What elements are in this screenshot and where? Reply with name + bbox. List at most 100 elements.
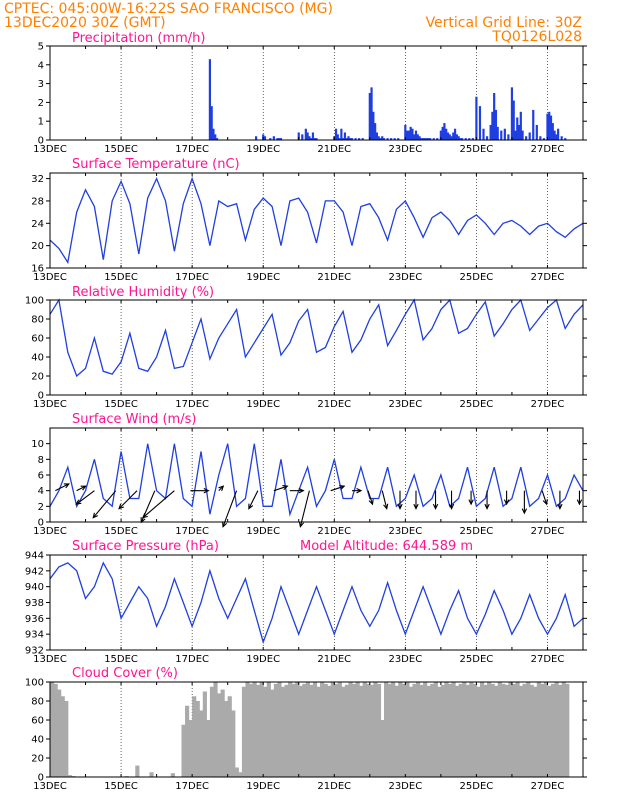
- precip-bar: [413, 134, 416, 140]
- y-tick-label: 2: [38, 502, 44, 513]
- x-tick-label: 23DEC: [388, 526, 422, 537]
- cloud-bar: [185, 705, 190, 777]
- cloud-bar: [280, 686, 286, 777]
- precip-bar: [208, 59, 211, 140]
- y-tick-label: 8: [38, 455, 44, 466]
- cloud-bar: [447, 683, 453, 777]
- x-tick-label: 15DEC: [104, 144, 138, 155]
- cloud-bar: [423, 682, 428, 777]
- wind-arrow: [330, 484, 346, 492]
- y-tick-label: 1: [38, 117, 44, 128]
- precip-bar: [475, 96, 478, 140]
- cloud-bar: [355, 682, 360, 777]
- precip-bar: [308, 136, 311, 140]
- precip-bar: [425, 138, 428, 140]
- precip-bar: [418, 136, 421, 140]
- y-tick-label: 0: [38, 136, 44, 147]
- precip-bar: [528, 132, 531, 140]
- y-tick-label: 944: [25, 551, 44, 562]
- cloud-bar: [57, 689, 62, 777]
- precip-bar: [381, 136, 384, 140]
- rh-series-line: [49, 298, 584, 378]
- x-tick-label: 19DEC: [246, 781, 280, 792]
- x-tick-label: 27DEC: [531, 526, 565, 537]
- panel-rh: 0 20 40 60 80 100 13DEC 15DEC 17DEC 19DEC 21DEC 23D…: [25, 296, 587, 410]
- wind-arrow: [432, 490, 439, 510]
- y-tick-label: 60: [31, 334, 44, 345]
- precip-bar: [393, 138, 396, 140]
- precip-bar: [336, 134, 339, 140]
- y-tick-label: 5: [38, 42, 44, 53]
- cloud-bar: [334, 683, 339, 777]
- precip-bar: [279, 138, 283, 140]
- precip-bar: [313, 138, 316, 140]
- wind-arrow: [468, 490, 474, 506]
- cloud-bar: [231, 710, 236, 777]
- wind-arrow: [273, 484, 289, 492]
- cloud-bar: [305, 682, 310, 777]
- precip-bar: [521, 130, 524, 140]
- cloud-bar: [344, 684, 350, 777]
- precip-bar: [411, 128, 414, 140]
- y-tick-label: 932: [25, 646, 44, 657]
- precip-bar: [407, 130, 410, 140]
- cloud-bar: [426, 685, 431, 777]
- x-tick-label: 25DEC: [460, 781, 494, 792]
- cloud-bar: [444, 682, 449, 777]
- cloud-bar: [270, 689, 275, 777]
- precip-bar: [549, 115, 553, 140]
- precip-bar: [414, 130, 418, 140]
- precip-bar: [382, 138, 386, 140]
- cloud-bar: [245, 682, 250, 777]
- precip-bar: [269, 138, 272, 140]
- precip-bar: [553, 130, 556, 140]
- x-tick-label: 21DEC: [317, 781, 351, 792]
- x-tick-label: 19DEC: [246, 654, 280, 665]
- cloud-bar: [316, 686, 321, 777]
- cloud-bar: [213, 682, 218, 777]
- cloud-bar: [266, 682, 271, 777]
- precip-bar: [491, 111, 494, 140]
- x-tick-label: 21DEC: [317, 144, 351, 155]
- precip-bar: [494, 109, 498, 140]
- cloud-bar: [561, 682, 566, 777]
- x-tick-label: 17DEC: [175, 399, 209, 410]
- x-tick-label: 19DEC: [246, 144, 280, 155]
- x-tick-label: 17DEC: [175, 144, 209, 155]
- precip-bar: [358, 138, 361, 140]
- cloud-bar: [373, 682, 378, 777]
- y-tick-label: 32: [31, 174, 44, 185]
- model-altitude: Model Altitude: 644.589 m: [300, 539, 473, 554]
- precip-bar: [496, 126, 499, 140]
- precip-bar: [532, 109, 535, 140]
- cloud-bar: [135, 765, 140, 777]
- x-tick-label: 21DEC: [317, 399, 351, 410]
- x-tick-label: 13DEC: [33, 526, 67, 537]
- x-tick-label: 19DEC: [246, 526, 280, 537]
- precip-bar: [215, 138, 219, 140]
- y-tick-label: 0: [38, 391, 44, 402]
- x-tick-label: 23DEC: [388, 272, 422, 283]
- precip-bar: [546, 113, 549, 140]
- cloud-bar: [302, 683, 307, 777]
- cloud-bar: [465, 684, 470, 777]
- cloud-bar: [188, 720, 193, 777]
- precip-bar: [368, 93, 371, 140]
- x-tick-label: 17DEC: [175, 526, 209, 537]
- precip-bar: [489, 124, 492, 140]
- x-tick-label: 13DEC: [33, 654, 67, 665]
- cloud-bar: [288, 682, 293, 777]
- cloud-bar: [323, 683, 328, 777]
- precip-bar: [517, 124, 521, 140]
- wind-arrow: [381, 490, 389, 510]
- pres-series-line: [49, 561, 584, 645]
- cloud-bar: [284, 684, 289, 777]
- wind-arrow: [484, 490, 490, 510]
- x-tick-label: 25DEC: [460, 272, 494, 283]
- x-tick-label: 21DEC: [317, 654, 351, 665]
- y-tick-label: 40: [31, 735, 44, 746]
- cloud-bar: [348, 682, 353, 777]
- panel-frame: [49, 427, 584, 523]
- precip-bar: [450, 136, 453, 140]
